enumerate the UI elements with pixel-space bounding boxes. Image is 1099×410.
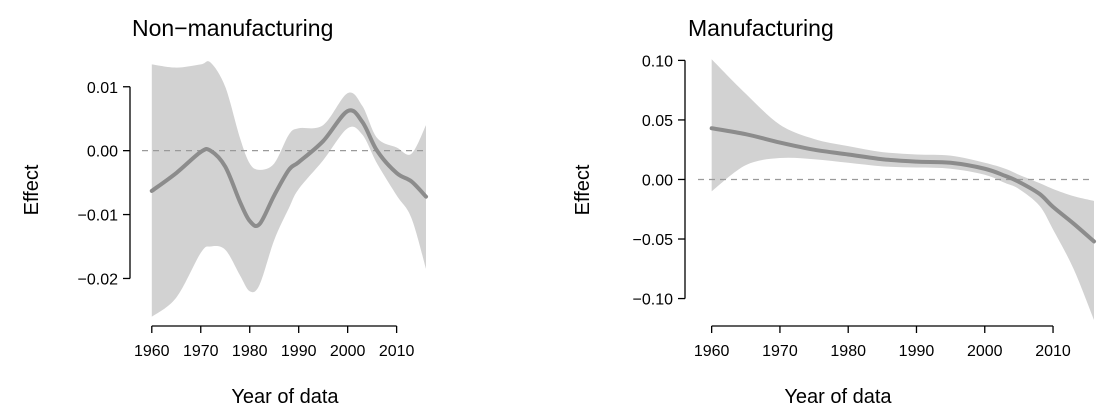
panel-non-manufacturing: Non−manufacturing Effect Year of data 19…	[21, 15, 428, 408]
x-tick-label: 1980	[232, 343, 268, 360]
x-tick-label: 2010	[379, 343, 415, 360]
x-tick-label: 1990	[281, 343, 317, 360]
y-tick-label: 0.01	[87, 80, 118, 97]
y-tick-label: −0.10	[633, 292, 674, 309]
y-axis: 0.10 0.05 0.00 −0.05 −0.10	[633, 53, 686, 309]
x-tick-label: 1990	[899, 343, 935, 360]
y-tick-label: 0.00	[87, 144, 118, 161]
y-axis-label: Effect	[572, 164, 594, 215]
panel-title: Non−manufacturing	[132, 15, 333, 41]
estimate-line	[709, 126, 1096, 244]
x-tick-label: 1970	[183, 343, 219, 360]
x-tick-label: 1960	[694, 343, 730, 360]
x-tick-label: 1970	[762, 343, 798, 360]
x-axis: 1960 1970 1980 1990 2000 2010	[694, 325, 1071, 360]
x-axis-label: Year of data	[784, 386, 892, 408]
x-axis: 1960 1970 1980 1990 2000 2010	[134, 325, 415, 360]
x-tick-label: 1980	[830, 343, 866, 360]
y-tick-label: −0.02	[78, 271, 119, 288]
x-tick-label: 2000	[330, 343, 366, 360]
plot-area	[142, 61, 428, 317]
x-axis-label: Year of data	[231, 386, 339, 408]
x-tick-label: 1960	[134, 343, 170, 360]
panel-manufacturing: Manufacturing Effect Year of data 1960 19…	[572, 15, 1096, 408]
x-tick-label: 2000	[967, 343, 1003, 360]
estimate-line	[149, 108, 428, 228]
y-axis: 0.01 0.00 −0.01 −0.02	[78, 80, 131, 288]
y-tick-label: −0.01	[78, 208, 119, 225]
y-tick-label: 0.05	[642, 113, 673, 130]
y-axis-label: Effect	[21, 164, 43, 215]
confidence-band	[151, 61, 427, 317]
plot-area	[698, 59, 1096, 320]
y-tick-label: −0.05	[633, 232, 674, 249]
panel-title: Manufacturing	[688, 15, 834, 41]
x-tick-label: 2010	[1035, 343, 1071, 360]
y-tick-label: 0.00	[642, 172, 673, 189]
y-tick-label: 0.10	[642, 53, 673, 70]
